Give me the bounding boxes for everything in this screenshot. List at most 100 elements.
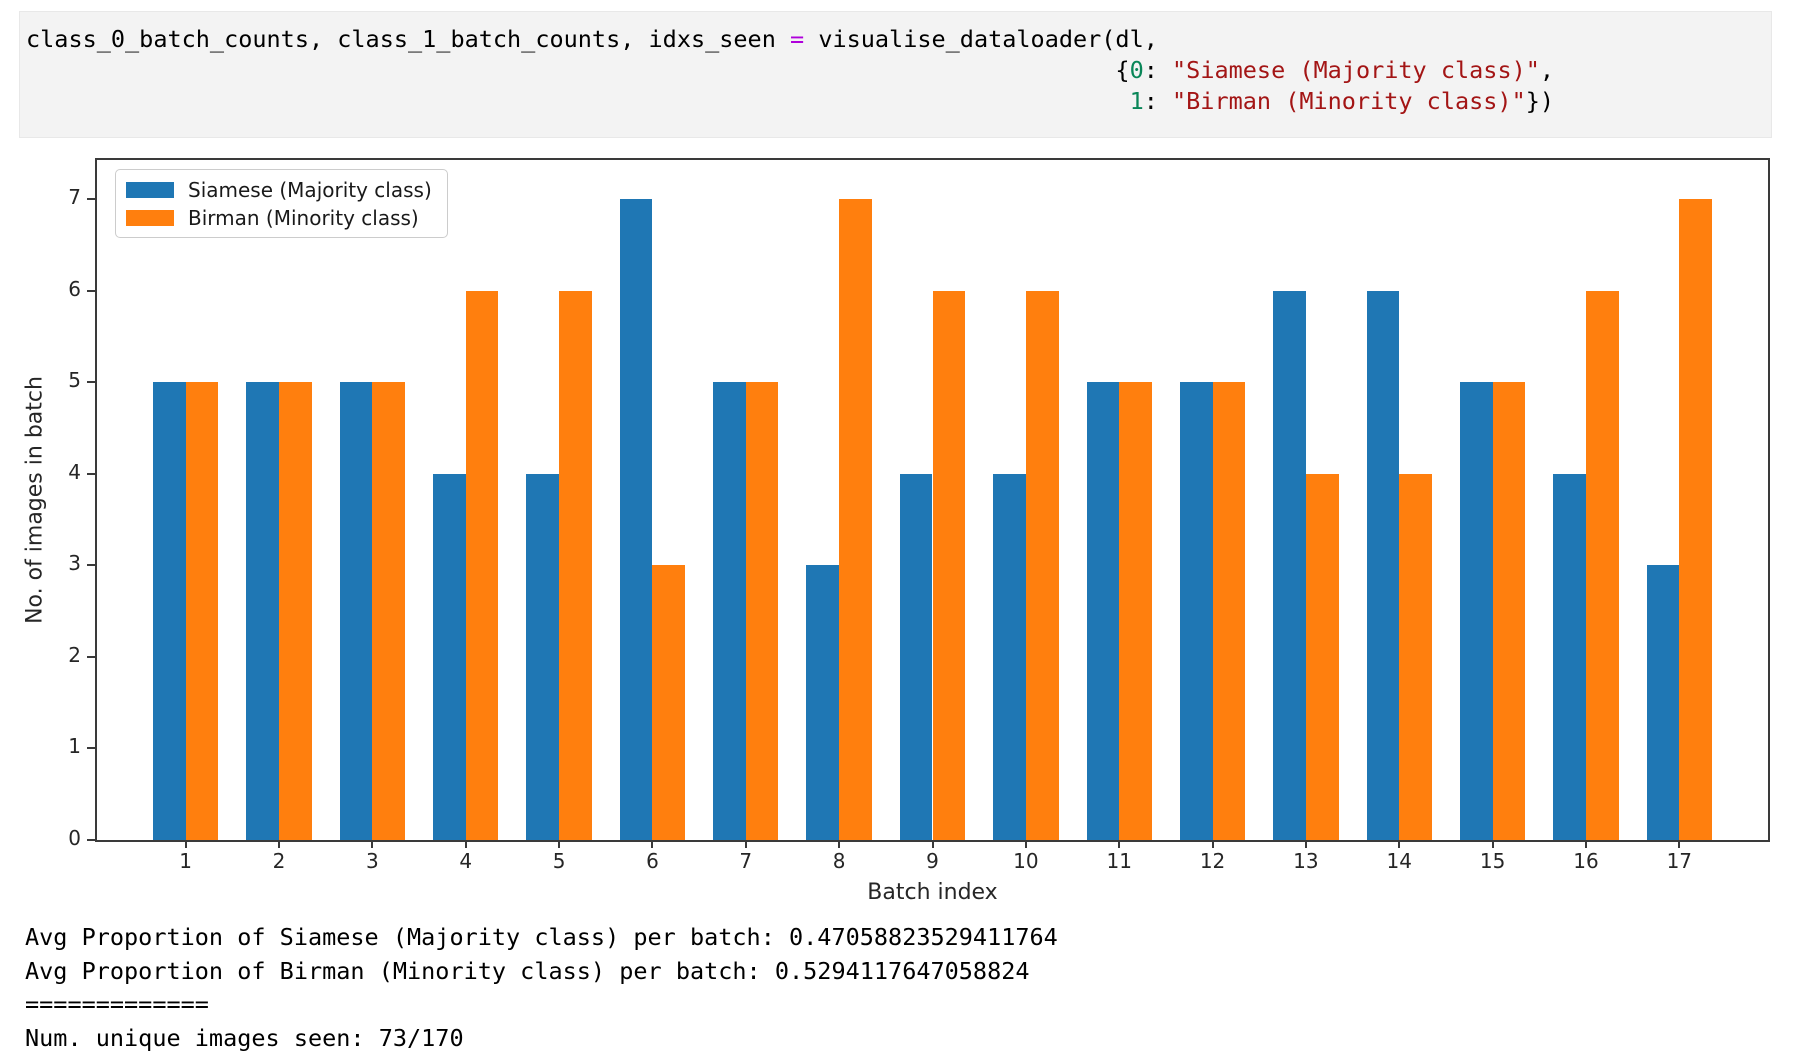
x-tick-label-15: 15: [1479, 849, 1506, 873]
x-axis-label: Batch index: [867, 880, 998, 905]
x-tick-label-1: 1: [179, 849, 193, 873]
bar-siamese-batch-11: [1086, 382, 1120, 840]
y-tick-3: [87, 564, 95, 567]
x-tick-label-8: 8: [832, 849, 846, 873]
y-tick-label-2: 2: [68, 642, 81, 667]
y-tick-0: [87, 839, 95, 841]
code-line: class_0_batch_counts, class_1_batch_coun…: [26, 25, 1158, 53]
output-line-avg-birman: Avg Proportion of Birman (Minority class…: [25, 956, 1030, 985]
legend-swatch-birman: [126, 209, 174, 226]
bar-birman-batch-11: [1119, 382, 1152, 840]
bar-siamese-batch-12: [1179, 382, 1213, 840]
legend-swatch-siamese: [126, 181, 174, 198]
x-tick-6: [651, 840, 654, 848]
bar-siamese-batch-13: [1273, 290, 1306, 840]
x-tick-4: [464, 840, 467, 848]
y-axis-label: No. of images in batch: [22, 376, 48, 624]
y-tick-label-5: 5: [68, 368, 81, 393]
output-line-unique-images: Num. unique images seen: 73/170: [25, 1023, 464, 1052]
bar-siamese-batch-1: [153, 382, 186, 840]
legend-label-birman: Birman (Minority class): [188, 205, 419, 230]
bar-siamese-batch-17: [1646, 565, 1680, 840]
bar-siamese-batch-7: [713, 382, 746, 840]
x-tick-label-14: 14: [1386, 849, 1412, 873]
x-tick-label-5: 5: [552, 849, 566, 873]
code-text: class_0_batch_counts, class_1_batch_coun…: [20, 12, 1771, 117]
x-tick-11: [1118, 840, 1121, 848]
x-tick-label-2: 2: [272, 849, 286, 873]
bar-birman-batch-9: [932, 290, 966, 840]
y-tick-label-4: 4: [68, 459, 81, 484]
bar-birman-batch-13: [1305, 473, 1339, 840]
chart-plot-area: Siamese (Majority class) Birman (Minorit…: [23, 158, 1770, 905]
bar-birman-batch-15: [1492, 382, 1526, 840]
bar-siamese-batch-4: [433, 473, 466, 840]
y-tick-7: [87, 198, 95, 201]
x-tick-label-6: 6: [646, 849, 659, 873]
y-tick-1: [87, 747, 95, 750]
bar-birman-batch-10: [1025, 290, 1059, 840]
code-line: 1: "Birman (Minority class)"}): [1129, 87, 1555, 115]
x-tick-9: [931, 840, 934, 848]
chart-legend: Siamese (Majority class) Birman (Minorit…: [115, 169, 448, 238]
x-tick-label-11: 11: [1106, 849, 1132, 873]
legend-item-birman: Birman (Minority class): [126, 204, 432, 231]
x-tick-1: [184, 840, 187, 848]
y-tick-4: [87, 472, 95, 475]
bar-birman-batch-4: [465, 290, 499, 840]
bar-siamese-batch-3: [339, 382, 373, 840]
x-tick-17: [1678, 840, 1681, 848]
y-tick-label-6: 6: [68, 276, 81, 301]
legend-label-siamese: Siamese (Majority class): [188, 177, 432, 202]
bar-birman-batch-14: [1399, 473, 1432, 840]
x-tick-10: [1024, 840, 1027, 848]
output-line-avg-siamese: Avg Proportion of Siamese (Majority clas…: [25, 923, 1058, 951]
x-tick-8: [838, 840, 841, 848]
x-tick-label-4: 4: [459, 849, 473, 873]
bar-siamese-batch-9: [899, 473, 933, 840]
y-tick-label-1: 1: [68, 734, 81, 759]
x-tick-label-17: 17: [1666, 849, 1693, 873]
x-tick-7: [744, 840, 747, 848]
x-tick-label-12: 12: [1199, 849, 1226, 873]
bar-birman-batch-5: [559, 290, 592, 840]
x-tick-label-3: 3: [366, 849, 379, 873]
x-tick-label-9: 9: [926, 849, 939, 873]
bar-siamese-batch-10: [993, 473, 1026, 840]
bar-birman-batch-12: [1212, 382, 1246, 840]
x-tick-13: [1304, 840, 1307, 848]
bar-birman-batch-1: [185, 382, 219, 840]
x-tick-5: [558, 840, 561, 848]
bar-birman-batch-17: [1679, 199, 1712, 840]
bar-siamese-batch-8: [806, 565, 840, 840]
bar-siamese-batch-5: [526, 473, 560, 840]
notebook-code-cell[interactable]: class_0_batch_counts, class_1_batch_coun…: [19, 11, 1772, 138]
y-tick-label-0: 0: [68, 826, 81, 850]
y-tick-2: [87, 655, 95, 658]
x-tick-3: [371, 840, 374, 848]
x-tick-label-7: 7: [739, 849, 753, 873]
x-tick-16: [1584, 840, 1587, 848]
bar-siamese-batch-16: [1553, 473, 1586, 840]
y-tick-5: [87, 381, 95, 384]
bar-birman-batch-6: [652, 565, 686, 840]
code-line: {0: "Siamese (Majority class)",: [1115, 56, 1555, 84]
bar-siamese-batch-2: [246, 382, 280, 840]
bar-siamese-batch-14: [1366, 290, 1400, 840]
bar-birman-batch-2: [279, 382, 312, 840]
bar-birman-batch-8: [839, 199, 872, 840]
x-tick-label-10: 10: [1013, 849, 1039, 873]
x-tick-14: [1398, 840, 1401, 848]
x-tick-label-13: 13: [1293, 849, 1319, 873]
bar-birman-batch-3: [372, 382, 406, 840]
y-tick-label-7: 7: [68, 185, 81, 210]
x-tick-2: [278, 840, 281, 848]
cell-output-text: Avg Proportion of Siamese (Majority clas…: [25, 921, 1058, 1055]
bar-siamese-batch-15: [1459, 382, 1493, 840]
bar-siamese-batch-6: [619, 199, 653, 840]
bar-birman-batch-7: [745, 382, 779, 840]
bar-birman-batch-16: [1585, 290, 1619, 840]
output-line-separator: =============: [25, 990, 209, 1018]
y-tick-label-3: 3: [68, 551, 81, 576]
legend-item-siamese: Siamese (Majority class): [126, 176, 432, 203]
